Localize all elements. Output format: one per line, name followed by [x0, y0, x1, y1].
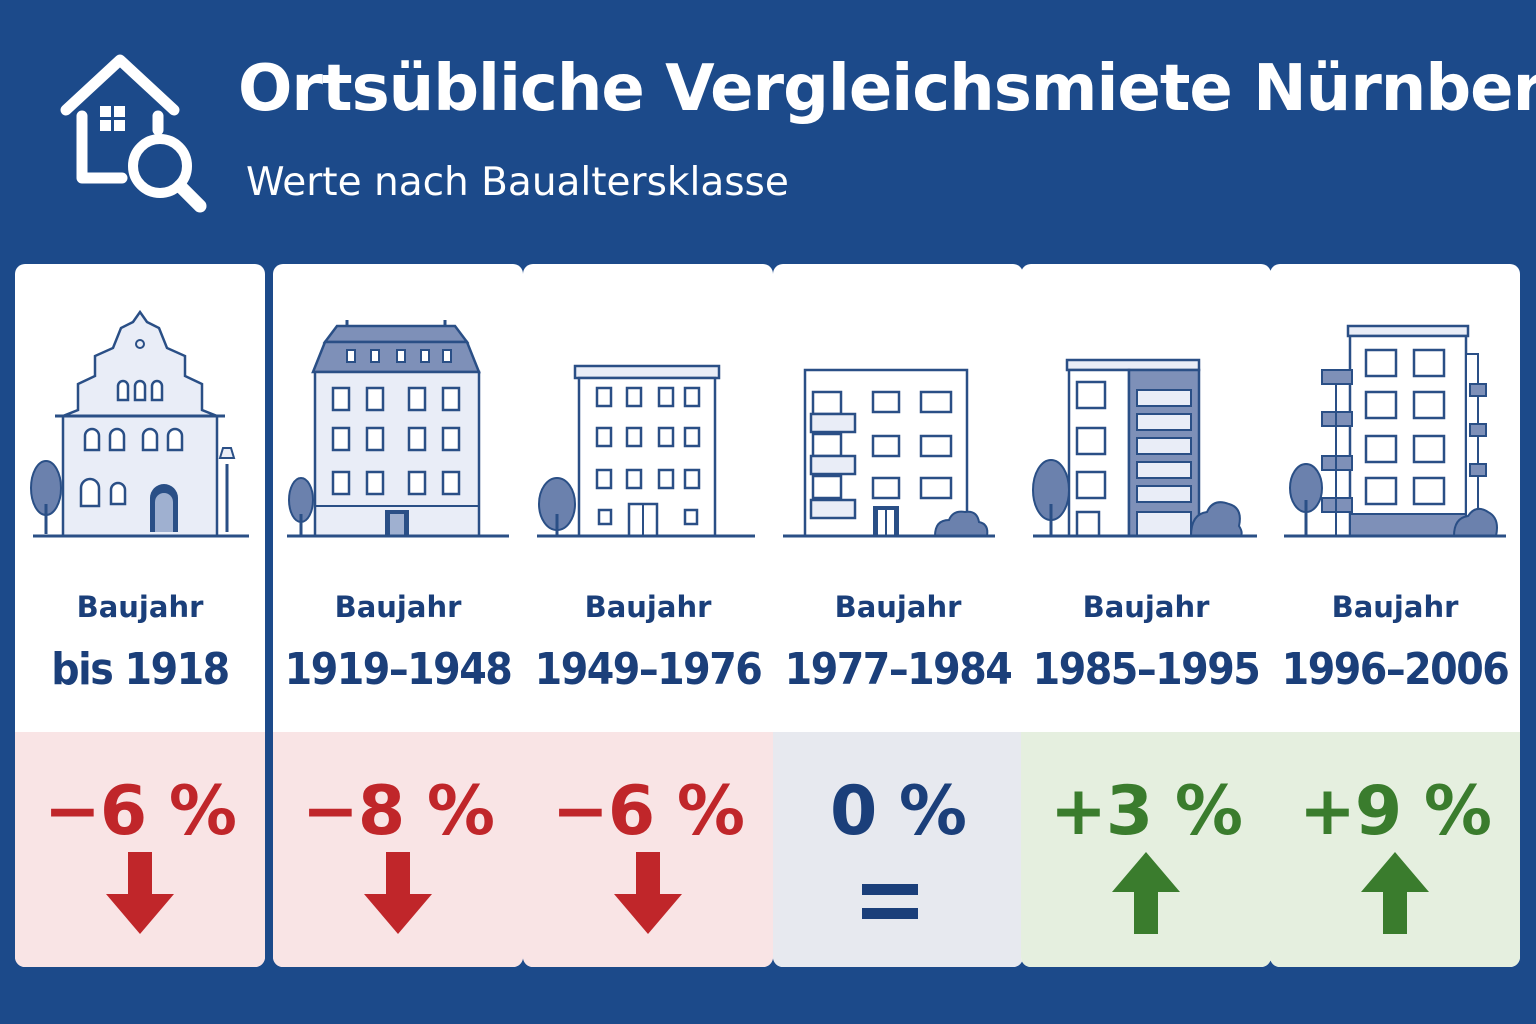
year-range: 1985–1995 — [1032, 644, 1261, 695]
contemporary-highrise-icon — [1284, 324, 1506, 538]
baujahr-label: Baujahr — [834, 590, 962, 624]
equals-icon — [862, 884, 918, 919]
arrow-down-icon — [614, 852, 682, 934]
arrow-down-icon — [364, 852, 432, 934]
historic-gabled-house-icon — [30, 309, 249, 538]
arrow-up-icon — [1361, 852, 1429, 934]
age-class-card-1985-1995: Baujahr 1985–1995 +3 % — [1021, 264, 1271, 967]
change-panel: −6 % — [523, 732, 773, 967]
arrow-up-icon — [1112, 852, 1180, 934]
arrow-down-icon — [106, 852, 174, 934]
baujahr-label: Baujahr — [584, 590, 712, 624]
percent-change: +9 % — [1298, 772, 1492, 851]
baujahr-label: Baujahr — [334, 590, 462, 624]
change-panel: +9 % — [1270, 732, 1520, 967]
change-panel: +3 % — [1021, 732, 1271, 967]
year-range: 1996–2006 — [1281, 644, 1510, 695]
year-range: 1919–1948 — [284, 644, 513, 695]
baujahr-label: Baujahr — [1082, 590, 1210, 624]
modern-apartment-block-icon — [1032, 358, 1257, 538]
year-range: bis 1918 — [51, 644, 230, 695]
mansard-apartment-building-icon — [287, 320, 509, 538]
balcony-apartment-block-icon — [783, 368, 995, 538]
year-range: 1949–1976 — [534, 644, 763, 695]
percent-change: −6 % — [43, 772, 237, 851]
percent-change: −8 % — [301, 772, 495, 851]
baujahr-label: Baujahr — [1331, 590, 1459, 624]
house-search-icon — [60, 54, 207, 213]
year-range: 1977–1984 — [784, 644, 1013, 695]
percent-change: −6 % — [551, 772, 745, 851]
age-class-card-bis-1918: Baujahr bis 1918 −6 % — [15, 264, 265, 967]
age-class-card-1949-1976: Baujahr 1949–1976 −6 % — [523, 264, 773, 967]
percent-change: 0 % — [829, 772, 967, 851]
age-class-card-1996-2006: Baujahr 1996–2006 +9 % — [1270, 264, 1520, 967]
baujahr-label: Baujahr — [76, 590, 204, 624]
change-panel: −8 % — [273, 732, 523, 967]
page-subtitle: Werte nach Baualtersklasse — [246, 160, 789, 205]
percent-change: +3 % — [1049, 772, 1243, 851]
age-class-card-1919-1948: Baujahr 1919–1948 −8 % — [273, 264, 523, 967]
age-class-card-1977-1984: Baujahr 1977–1984 0 % — [773, 264, 1023, 967]
change-panel: 0 % — [773, 732, 1023, 967]
change-panel: −6 % — [15, 732, 265, 967]
postwar-apartment-block-icon — [537, 364, 755, 538]
page-title: Ortsübliche Vergleichsmiete Nürnberg — [238, 52, 1536, 126]
